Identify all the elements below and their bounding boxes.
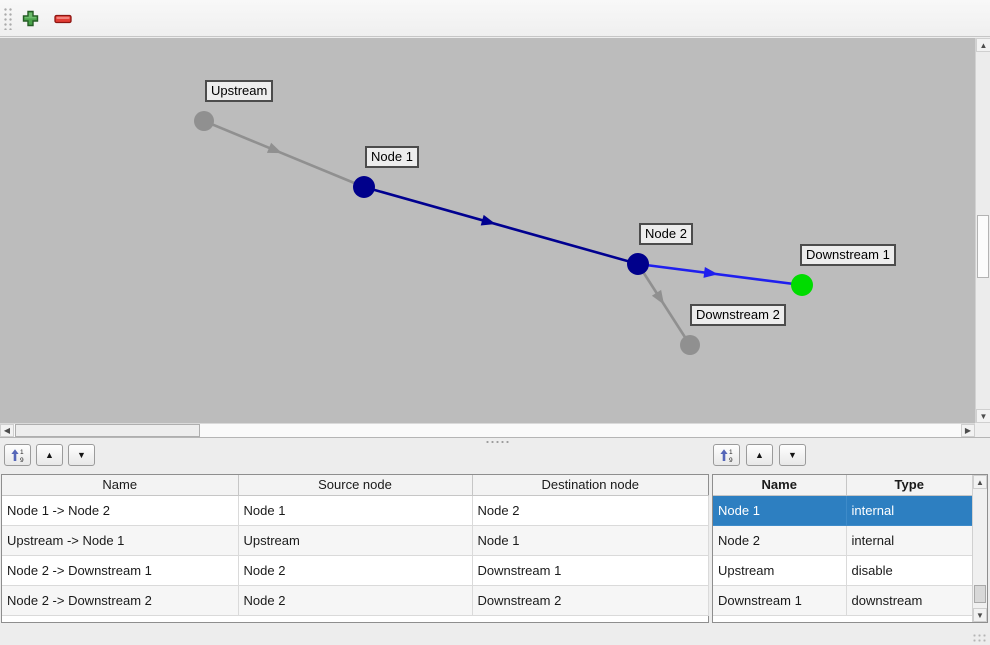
node-table-scrollbar[interactable]: ▲ ▼ bbox=[972, 475, 987, 622]
table-row[interactable]: Upstream disable bbox=[713, 554, 973, 586]
table-row[interactable]: Node 2 internal bbox=[713, 524, 973, 556]
scroll-up-button[interactable]: ▲ bbox=[973, 475, 987, 489]
pane-splitter-handle[interactable] bbox=[485, 440, 509, 444]
table-cell[interactable]: internal bbox=[845, 494, 973, 526]
edge-table: Name Source node Destination node Node 1… bbox=[1, 474, 709, 623]
column-header-name[interactable]: Name bbox=[713, 475, 847, 496]
table-cell[interactable]: Upstream bbox=[237, 524, 473, 556]
scroll-right-button[interactable]: ▶ bbox=[961, 424, 975, 437]
table-row[interactable]: Downstream 1 downstream bbox=[713, 584, 973, 616]
canvas-vertical-scrollbar[interactable]: ▲ ▼ bbox=[975, 38, 990, 423]
graph-node[interactable] bbox=[194, 111, 214, 131]
up-triangle-icon: ▲ bbox=[755, 450, 764, 460]
table-cell[interactable]: Node 2 bbox=[237, 584, 473, 616]
edge-table-header-row: Name Source node Destination node bbox=[2, 475, 708, 496]
node-move-down-button[interactable]: ▼ bbox=[779, 444, 806, 466]
node-label[interactable]: Node 2 bbox=[639, 223, 693, 245]
table-cell[interactable]: Node 2 bbox=[471, 494, 709, 526]
sort-ascending-icon: 1 9 bbox=[11, 448, 24, 463]
table-cell[interactable]: Upstream bbox=[713, 554, 847, 586]
table-cell[interactable]: Node 1 bbox=[713, 494, 847, 526]
table-row[interactable]: Upstream -> Node 1 Upstream Node 1 bbox=[2, 524, 709, 556]
toolbar-grip-handle[interactable] bbox=[3, 7, 12, 30]
scrollbar-corner bbox=[975, 423, 990, 438]
scroll-down-button[interactable]: ▼ bbox=[973, 608, 987, 622]
edge-arrow-icon bbox=[651, 289, 665, 305]
remove-node-button[interactable] bbox=[50, 6, 75, 31]
node-table: Name Type Node 1 internal Node 2 internal Up… bbox=[712, 474, 988, 623]
down-triangle-icon: ▼ bbox=[77, 450, 86, 460]
svg-text:1: 1 bbox=[20, 449, 24, 456]
table-cell[interactable]: Node 1 bbox=[471, 524, 709, 556]
table-row[interactable]: Node 2 -> Downstream 2 Node 2 Downstream 2 bbox=[2, 584, 709, 616]
graph-node[interactable] bbox=[680, 335, 700, 355]
table-cell[interactable]: Node 2 -> Downstream 2 bbox=[2, 584, 239, 616]
horizontal-scrollbar-thumb[interactable] bbox=[15, 424, 200, 437]
window-resize-grip[interactable] bbox=[972, 633, 988, 643]
add-node-button[interactable] bbox=[18, 6, 43, 31]
table-cell[interactable]: Downstream 1 bbox=[713, 584, 847, 616]
edge-table-sort-button[interactable]: 1 9 bbox=[4, 444, 31, 466]
node-label[interactable]: Node 1 bbox=[365, 146, 419, 168]
graph-canvas[interactable]: Upstream Node 1 Node 2 Downstream 1 Downstre… bbox=[0, 38, 975, 423]
node-move-up-button[interactable]: ▲ bbox=[746, 444, 773, 466]
node-label[interactable]: Downstream 2 bbox=[690, 304, 786, 326]
svg-text:1: 1 bbox=[729, 449, 733, 456]
node-table-sort-button[interactable]: 1 9 bbox=[713, 444, 740, 466]
table-scrollbar-thumb[interactable] bbox=[974, 585, 986, 603]
scroll-left-button[interactable]: ◀ bbox=[0, 424, 14, 437]
table-cell[interactable]: Node 1 bbox=[237, 494, 473, 526]
minus-icon bbox=[53, 14, 72, 23]
down-triangle-icon: ▼ bbox=[788, 450, 797, 460]
main-toolbar bbox=[0, 0, 990, 37]
table-cell[interactable]: Node 2 -> Downstream 1 bbox=[2, 554, 239, 586]
svg-text:9: 9 bbox=[20, 457, 24, 463]
graph-canvas-svg bbox=[194, 111, 813, 355]
table-cell[interactable]: disable bbox=[845, 554, 973, 586]
edge-move-down-button[interactable]: ▼ bbox=[68, 444, 95, 466]
table-cell[interactable]: Node 2 bbox=[713, 524, 847, 556]
graph-node[interactable] bbox=[791, 274, 813, 296]
column-header-source-node[interactable]: Source node bbox=[237, 475, 473, 496]
edge-arrow-icon bbox=[266, 142, 282, 154]
canvas-horizontal-scrollbar[interactable]: ◀ ▶ bbox=[0, 423, 975, 438]
edge-arrow-icon bbox=[480, 214, 496, 226]
node-table-header-row: Name Type bbox=[713, 475, 972, 496]
column-header-type[interactable]: Type bbox=[845, 475, 972, 496]
svg-text:9: 9 bbox=[729, 457, 733, 463]
table-cell[interactable]: internal bbox=[845, 524, 973, 556]
node-label[interactable]: Downstream 1 bbox=[800, 244, 896, 266]
sort-ascending-icon: 1 9 bbox=[720, 448, 733, 463]
graph-node[interactable] bbox=[353, 176, 375, 198]
table-cell[interactable]: Upstream -> Node 1 bbox=[2, 524, 239, 556]
column-header-name[interactable]: Name bbox=[2, 475, 239, 496]
column-header-destination-node[interactable]: Destination node bbox=[471, 475, 708, 496]
node-label[interactable]: Upstream bbox=[205, 80, 274, 102]
graph-node[interactable] bbox=[627, 253, 649, 275]
graph-edge[interactable] bbox=[363, 185, 639, 266]
graph-edge[interactable] bbox=[637, 262, 803, 287]
up-triangle-icon: ▲ bbox=[45, 450, 54, 460]
table-cell[interactable]: Node 2 bbox=[237, 554, 473, 586]
table-cell[interactable]: Node 1 -> Node 2 bbox=[2, 494, 239, 526]
graph-edge[interactable] bbox=[203, 119, 365, 189]
plus-icon bbox=[22, 10, 39, 27]
table-cell[interactable]: Downstream 2 bbox=[471, 584, 709, 616]
edge-arrow-icon bbox=[703, 267, 719, 278]
table-row[interactable]: Node 1 -> Node 2 Node 1 Node 2 bbox=[2, 494, 709, 526]
scroll-up-button[interactable]: ▲ bbox=[976, 38, 990, 52]
table-row[interactable]: Node 2 -> Downstream 1 Node 2 Downstream 1 bbox=[2, 554, 709, 586]
table-cell[interactable]: downstream bbox=[845, 584, 973, 616]
table-row[interactable]: Node 1 internal bbox=[713, 494, 973, 526]
scroll-down-button[interactable]: ▼ bbox=[976, 409, 990, 423]
vertical-scrollbar-thumb[interactable] bbox=[977, 215, 989, 278]
table-cell[interactable]: Downstream 1 bbox=[471, 554, 709, 586]
edge-move-up-button[interactable]: ▲ bbox=[36, 444, 63, 466]
